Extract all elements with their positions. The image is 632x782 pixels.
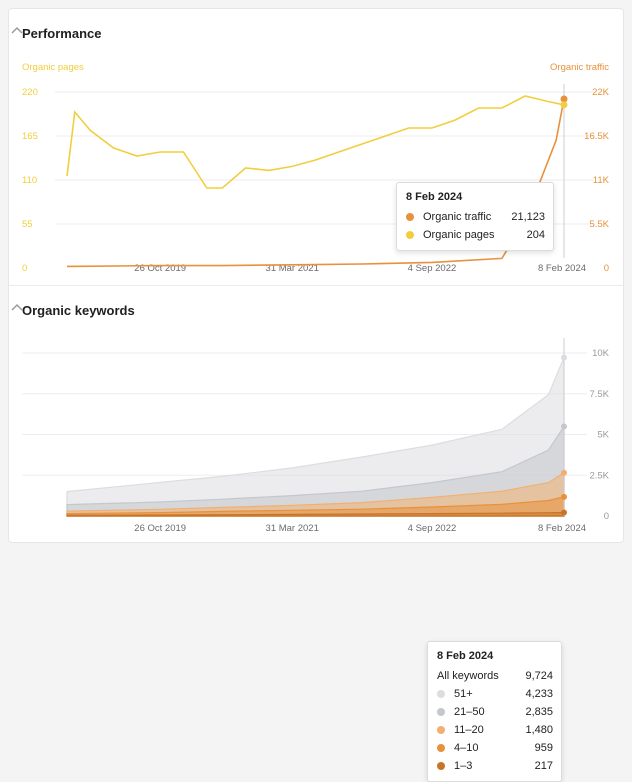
- traffic-legend-dot: [406, 213, 414, 221]
- legend-dot: [437, 708, 445, 716]
- tooltip-label: 4–10: [454, 742, 479, 754]
- x-tick-label: 26 Oct 2019: [134, 263, 186, 274]
- right-tick-label: 22K: [592, 87, 610, 98]
- series-point: [561, 354, 567, 361]
- tooltip-label: 21–50: [454, 706, 485, 718]
- organic-keywords-chart: 10K 7.5K 5K 2.5K 0 26 Oct 2019 31 Mar 2021 4 S…: [22, 338, 610, 534]
- tooltip-row-traffic: Organic traffic 21,123: [406, 208, 545, 226]
- performance-title: Performance: [22, 26, 102, 41]
- series-point: [561, 509, 567, 516]
- performance-tooltip: 8 Feb 2024 Organic traffic 21,123 Organi…: [396, 182, 554, 251]
- tooltip-label: 11–20: [454, 724, 484, 736]
- tooltip-row-1-3: 1–3 217: [437, 757, 553, 775]
- left-tick-label: 165: [22, 131, 38, 142]
- right-tick-label: 0: [604, 511, 609, 522]
- keywords-tooltip: 8 Feb 2024 All keywords 9,724 51+ 4,233 …: [427, 641, 562, 782]
- tooltip-value: 1,480: [525, 724, 553, 736]
- performance-section: Performance Organic pages Organic traffi…: [9, 9, 623, 285]
- right-tick-label: 0: [604, 263, 609, 274]
- left-tick-label: 55: [22, 219, 33, 230]
- tooltip-row-all-keywords: All keywords 9,724: [437, 667, 553, 685]
- x-tick-label: 4 Sep 2022: [408, 263, 457, 274]
- x-tick-label: 4 Sep 2022: [408, 523, 457, 534]
- performance-chart: Organic pages Organic traffic 220 165 110 5…: [22, 62, 610, 274]
- left-tick-label: 0: [22, 263, 27, 274]
- tooltip-label: Organic traffic: [423, 211, 492, 223]
- organic-pages-series: [66, 95, 565, 189]
- tooltip-row-4-10: 4–10 959: [437, 739, 553, 757]
- tooltip-date: 8 Feb 2024: [437, 650, 494, 662]
- series-point: [561, 469, 567, 476]
- tooltip-label: 1–3: [454, 760, 473, 772]
- tooltip-label: All keywords: [437, 670, 499, 682]
- tooltip-value: 217: [534, 760, 553, 772]
- organic-keywords-title: Organic keywords: [22, 303, 135, 318]
- right-tick-label: 16.5K: [584, 131, 609, 142]
- right-tick-label: 7.5K: [589, 389, 609, 400]
- legend-dot: [437, 690, 445, 698]
- tooltip-value: 204: [526, 229, 545, 241]
- series-point: [561, 423, 567, 430]
- tooltip-value: 4,233: [525, 688, 553, 700]
- tooltip-label: Organic pages: [423, 229, 495, 241]
- right-tick-label: 2.5K: [589, 470, 609, 481]
- organic-pages-axis-label: Organic pages: [22, 62, 84, 73]
- right-tick-label: 5K: [597, 430, 609, 441]
- organic-pages-point: [560, 101, 568, 109]
- organic-traffic-series: [66, 98, 565, 268]
- tooltip-row-51plus: 51+ 4,233: [437, 685, 553, 703]
- tooltip-value: 2,835: [525, 706, 553, 718]
- legend-dot: [437, 744, 445, 752]
- tooltip-row-11-20: 11–20 1,480: [437, 721, 553, 739]
- right-tick-label: 5.5K: [589, 219, 609, 230]
- tooltip-value: 959: [534, 742, 553, 754]
- organic-keywords-section: Organic keywords 10K 7.5K 5K 2.5K 0 26 Oct 2…: [9, 285, 623, 782]
- left-tick-label: 220: [22, 87, 38, 98]
- legend-dot: [437, 726, 445, 734]
- tooltip-label: 51+: [454, 688, 473, 700]
- tooltip-value: 21,123: [511, 211, 545, 223]
- organic-traffic-axis-label: Organic traffic: [550, 62, 609, 73]
- chevron-up-icon[interactable]: [9, 300, 25, 316]
- x-tick-label: 31 Mar 2021: [266, 263, 319, 274]
- series-point: [561, 493, 567, 500]
- pages-legend-dot: [406, 231, 414, 239]
- right-tick-label: 10K: [592, 348, 610, 359]
- x-tick-label: 8 Feb 2024: [538, 523, 586, 534]
- left-tick-label: 110: [22, 175, 37, 186]
- tooltip-value: 9,724: [525, 670, 553, 682]
- tooltip-row-pages: Organic pages 204: [406, 226, 545, 244]
- tooltip-row-21-50: 21–50 2,835: [437, 703, 553, 721]
- x-tick-label: 26 Oct 2019: [134, 523, 186, 534]
- performance-card: Performance Organic pages Organic traffi…: [8, 8, 624, 782]
- x-tick-label: 8 Feb 2024: [538, 263, 586, 274]
- legend-dot: [437, 762, 445, 770]
- right-tick-label: 11K: [593, 175, 610, 186]
- x-tick-label: 31 Mar 2021: [266, 523, 319, 534]
- organic-traffic-point: [560, 95, 568, 103]
- tooltip-date: 8 Feb 2024: [406, 191, 463, 203]
- chevron-up-icon[interactable]: [9, 23, 25, 39]
